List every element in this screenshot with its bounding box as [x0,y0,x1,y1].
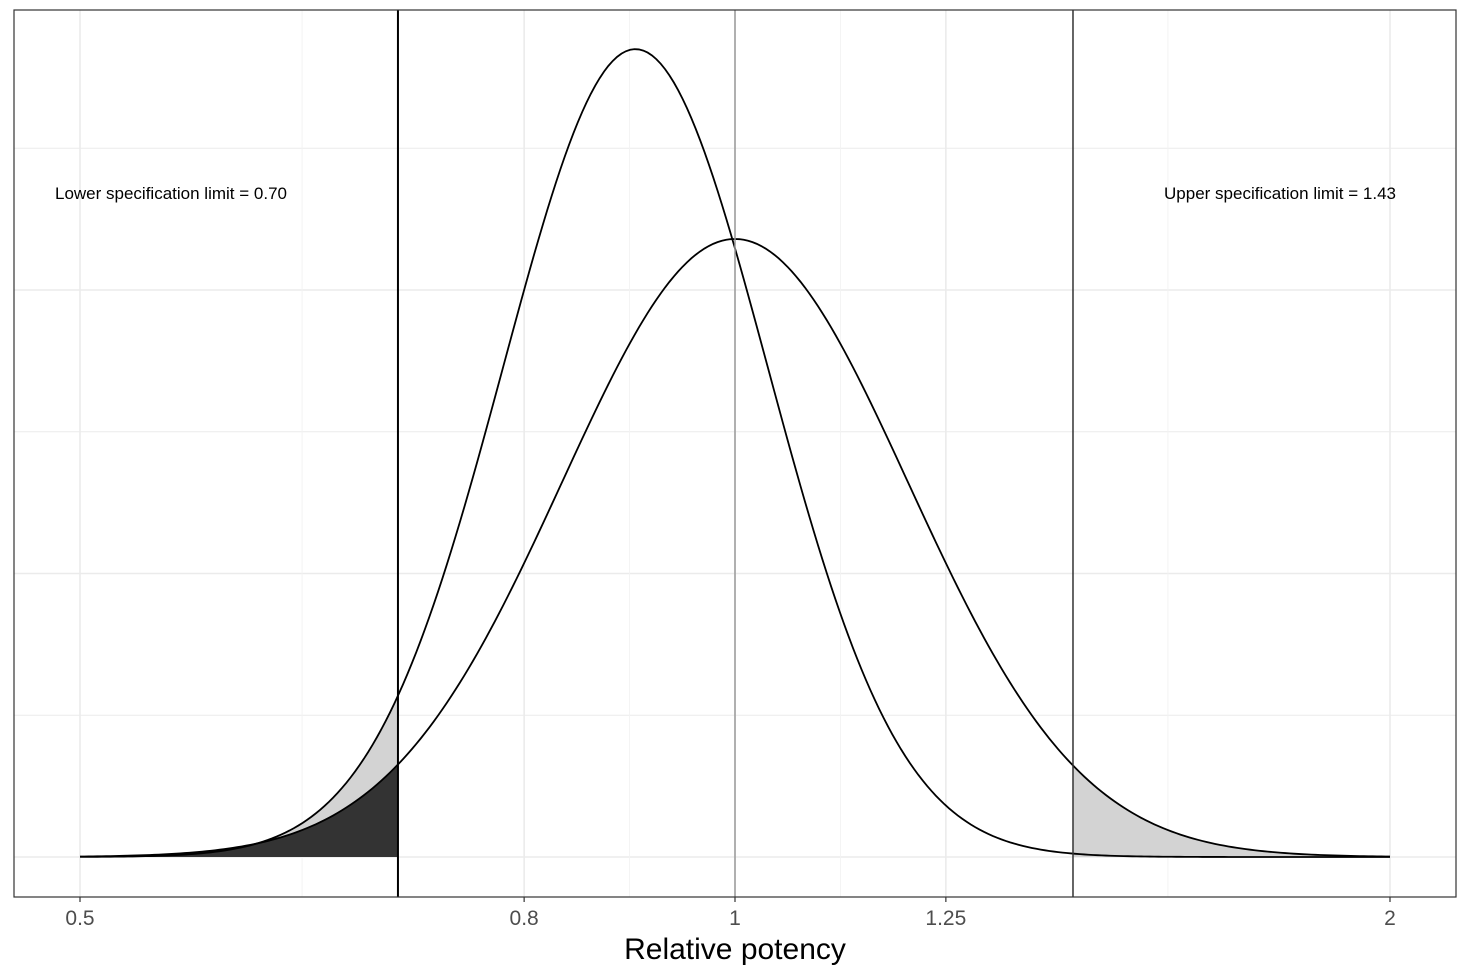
tail-fills [80,695,1390,857]
lower-tail-fill-1 [80,695,398,857]
x-axis-label: Relative potency [624,933,846,966]
lower-tail-fill-2 [80,764,398,857]
x-tick-label: 0.5 [65,907,94,930]
x-axis: 0.5 0.8 1 1.25 2 [65,897,1396,930]
upper-spec-label: Upper specification limit = 1.43 [1164,184,1396,203]
lower-spec-label: Lower specification limit = 0.70 [55,184,287,203]
x-tick-label: 1.25 [925,907,966,930]
upper-tail-fill-2 [1072,765,1390,857]
reference-lines [396,10,1074,897]
x-tick-label: 0.8 [510,907,539,930]
x-tick-label: 1 [729,907,741,930]
x-tick-label: 2 [1384,907,1396,930]
